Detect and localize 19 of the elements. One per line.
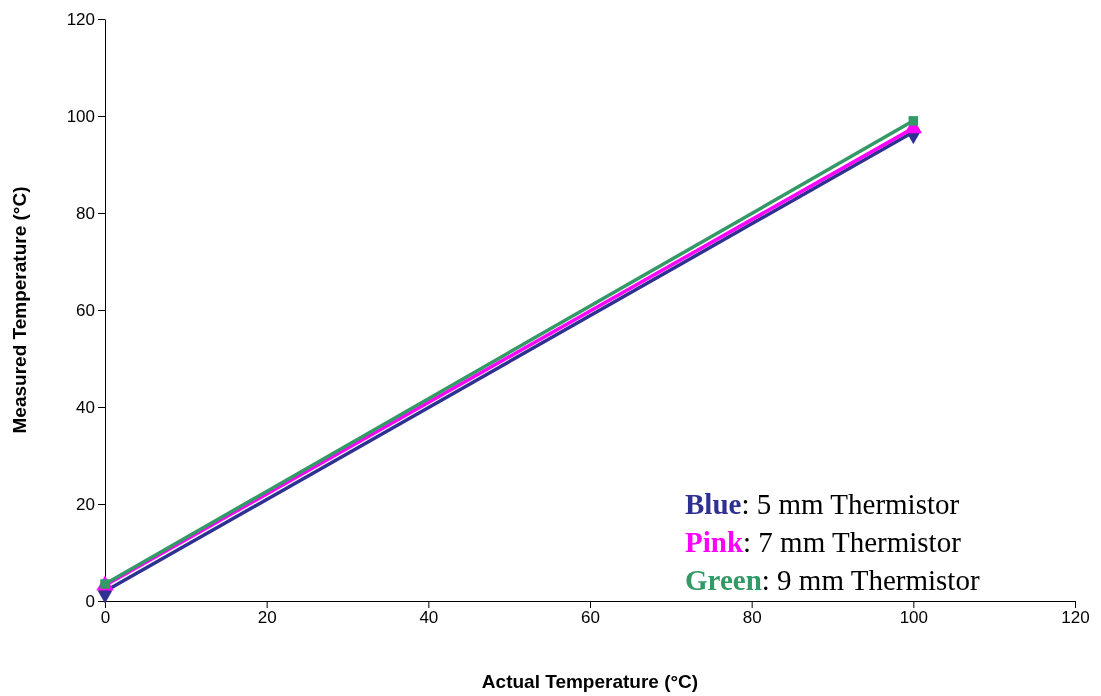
x-tick-label: 80 xyxy=(742,608,762,628)
y-tick-label: 80 xyxy=(76,203,95,223)
text: Blue: 5 mm Thermistor xyxy=(685,488,960,520)
text: Pink: 7 mm Thermistor xyxy=(685,526,962,558)
y-tick-label: 0 xyxy=(85,591,95,611)
y-tick-label: 60 xyxy=(76,300,95,320)
x-tick-label: 0 xyxy=(100,608,111,628)
y-tick-label: 20 xyxy=(76,494,95,514)
x-tick-label: 120 xyxy=(1061,608,1090,628)
x-tick-label: 40 xyxy=(419,608,439,628)
y-tick-label: 100 xyxy=(66,106,95,126)
x-tick-label: 100 xyxy=(899,608,929,628)
text: Green: 9 mm Thermistor xyxy=(685,564,980,596)
x-axis-title: Actual Temperature (°C) xyxy=(481,671,699,692)
y-tick-label: 40 xyxy=(76,397,95,417)
x-tick-label: 60 xyxy=(581,608,600,628)
y-axis-title: Measured Temperature (°C) xyxy=(9,186,30,434)
y-tick-label: 120 xyxy=(66,9,95,29)
x-tick-label: 20 xyxy=(257,608,277,628)
